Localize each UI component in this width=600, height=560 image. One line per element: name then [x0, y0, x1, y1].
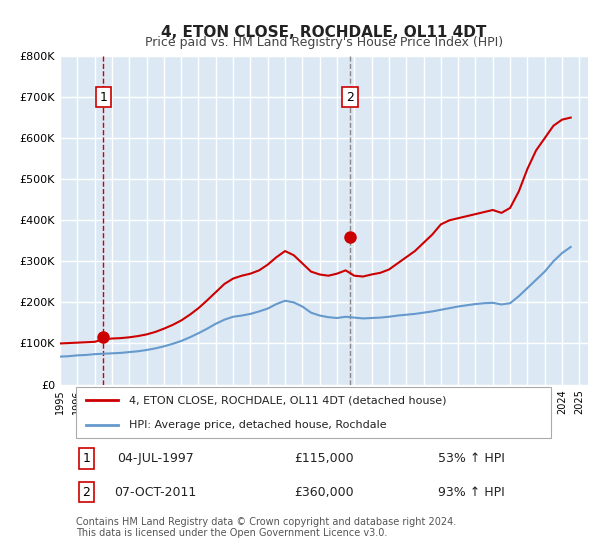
Text: 07-OCT-2011: 07-OCT-2011 — [114, 486, 196, 499]
Text: 1: 1 — [100, 91, 107, 104]
Text: Price paid vs. HM Land Registry's House Price Index (HPI): Price paid vs. HM Land Registry's House … — [145, 36, 503, 49]
FancyBboxPatch shape — [76, 388, 551, 438]
Text: 1: 1 — [82, 452, 91, 465]
Text: 4, ETON CLOSE, ROCHDALE, OL11 4DT (detached house): 4, ETON CLOSE, ROCHDALE, OL11 4DT (detac… — [128, 395, 446, 405]
Text: 2: 2 — [346, 91, 354, 104]
Text: 04-JUL-1997: 04-JUL-1997 — [116, 452, 193, 465]
Text: 93% ↑ HPI: 93% ↑ HPI — [439, 486, 505, 499]
Text: 4, ETON CLOSE, ROCHDALE, OL11 4DT: 4, ETON CLOSE, ROCHDALE, OL11 4DT — [161, 25, 487, 40]
Text: 53% ↑ HPI: 53% ↑ HPI — [439, 452, 505, 465]
Text: HPI: Average price, detached house, Rochdale: HPI: Average price, detached house, Roch… — [128, 420, 386, 430]
Text: £360,000: £360,000 — [294, 486, 354, 499]
Text: Contains HM Land Registry data © Crown copyright and database right 2024.
This d: Contains HM Land Registry data © Crown c… — [76, 517, 456, 539]
Text: £115,000: £115,000 — [294, 452, 354, 465]
Text: 2: 2 — [82, 486, 91, 499]
